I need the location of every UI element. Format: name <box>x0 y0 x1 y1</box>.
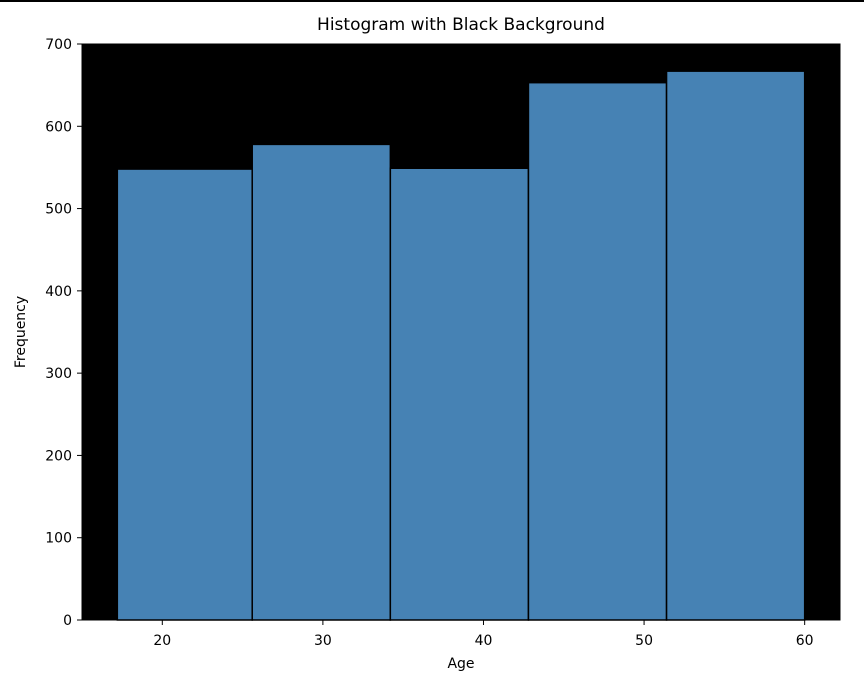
plot-frame <box>81 43 841 621</box>
y-tick-label-500: 500 <box>45 202 72 218</box>
y-tick-label-600: 600 <box>45 119 72 135</box>
y-tick-label-300: 300 <box>45 366 72 382</box>
y-tick-label-0: 0 <box>63 613 72 629</box>
x-tick-label-50: 50 <box>635 633 653 649</box>
bars-group <box>116 70 806 621</box>
histogram-bar-4 <box>527 81 668 621</box>
x-tick-label-30: 30 <box>314 633 332 649</box>
histogram-bar-1 <box>116 168 253 621</box>
y-tick-label-200: 200 <box>45 448 72 464</box>
top-border-line <box>0 0 864 2</box>
histogram-bar-5 <box>665 70 806 621</box>
x-axis-label: Age <box>447 656 474 672</box>
y-axis-label: Frequency <box>13 296 29 368</box>
x-axis: 20 30 40 50 60 <box>153 620 814 649</box>
x-tick-label-60: 60 <box>796 633 814 649</box>
y-tick-label-100: 100 <box>45 531 72 547</box>
histogram-bar-2 <box>251 143 392 621</box>
y-tick-label-700: 700 <box>45 37 72 53</box>
x-tick-label-20: 20 <box>153 633 171 649</box>
y-axis: 0 100 200 300 400 500 600 700 <box>45 37 82 629</box>
histogram-bar-3 <box>389 167 530 621</box>
y-tick-label-400: 400 <box>45 284 72 300</box>
chart-title: Histogram with Black Background <box>317 15 605 35</box>
x-tick-label-40: 40 <box>475 633 493 649</box>
